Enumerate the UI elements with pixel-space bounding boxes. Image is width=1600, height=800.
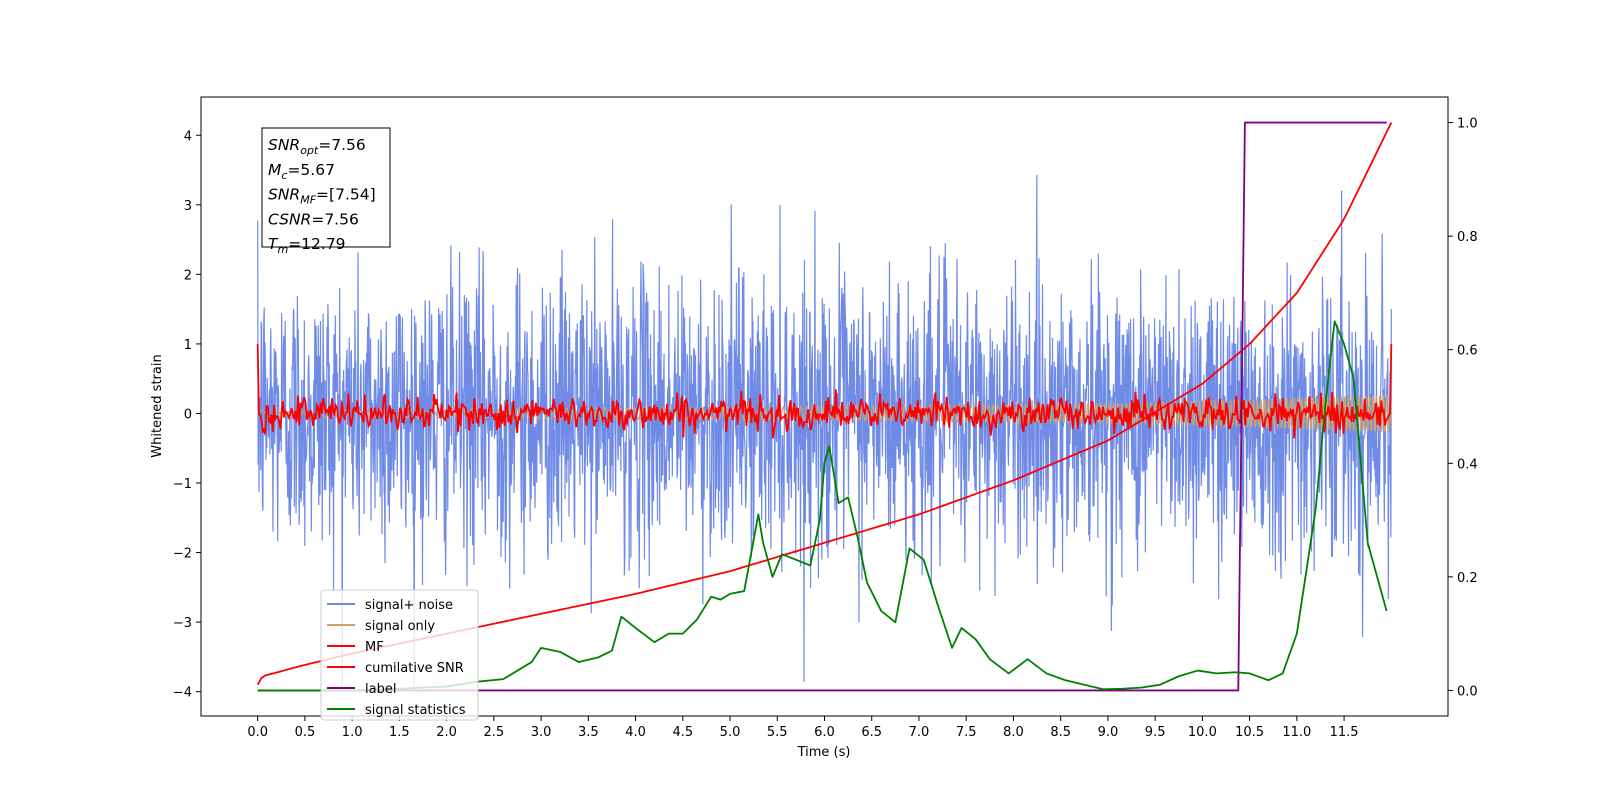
x-tick-label: 3.0 <box>531 725 552 740</box>
x-tick-label: 1.0 <box>342 725 363 740</box>
x-tick-label: 4.5 <box>672 725 693 740</box>
legend-frame <box>320 589 479 721</box>
y-tick-label: 2 <box>184 268 192 283</box>
y2-tick-label: 0.4 <box>1457 457 1478 472</box>
x-tick-label: 0.0 <box>247 725 268 740</box>
y-tick-label: −3 <box>173 616 192 631</box>
x-tick-label: 2.5 <box>484 725 505 740</box>
x-tick-label: 6.5 <box>861 725 882 740</box>
legend-label: label <box>365 682 396 697</box>
x-tick-label: 8.0 <box>1003 725 1024 740</box>
y2-tick-label: 0.2 <box>1457 571 1478 586</box>
x-tick-label: 5.0 <box>720 725 741 740</box>
y-tick-label: 4 <box>184 129 192 144</box>
series-label <box>257 121 1387 692</box>
x-tick-label: 10.0 <box>1188 725 1217 740</box>
x-tick-label: 8.5 <box>1050 725 1071 740</box>
x-tick-label: 11.5 <box>1330 725 1359 740</box>
y-tick-label: 0 <box>184 407 192 422</box>
x-tick-label: 3.5 <box>578 725 599 740</box>
x-tick-label: 9.5 <box>1145 725 1166 740</box>
x-tick-label: 7.0 <box>909 725 930 740</box>
annotation-line: Mc=5.67 <box>268 161 335 182</box>
legend[interactable]: signal+ noise signal only MF cumilative SNR… <box>320 589 479 721</box>
y-axis-label: Whitened strain <box>150 354 165 457</box>
y-axis-ticks: −4 −3 −2 −1 0 1 2 3 4 <box>173 129 201 701</box>
annotation-frame <box>261 127 391 248</box>
y-tick-label: 3 <box>184 199 192 214</box>
legend-label: signal statistics <box>365 703 466 718</box>
annotation-line: CSNR=7.56 <box>268 210 359 228</box>
series-mf <box>256 343 1393 439</box>
legend-label: signal only <box>365 619 435 634</box>
x-tick-label: 7.5 <box>956 725 977 740</box>
annotation-line: SNRopt=7.56 <box>268 136 366 157</box>
x-tick-label: 0.5 <box>295 725 316 740</box>
x-tick-label: 11.0 <box>1282 725 1311 740</box>
x-tick-label: 10.5 <box>1235 725 1264 740</box>
x-axis-ticks: 0.0 0.5 1.0 1.5 2.0 2.5 3.0 3.5 4.0 4.5 5.0 5.5 6.0 6… <box>247 716 1359 740</box>
x-tick-label: 6.0 <box>814 725 835 740</box>
x-tick-label: 2.0 <box>436 725 457 740</box>
legend-label: cumilative SNR <box>365 661 464 676</box>
series-signal-statistics <box>257 320 1388 692</box>
y-tick-label: −2 <box>173 547 192 562</box>
y-tick-label: 1 <box>184 338 192 353</box>
annotation-line: Tm=12.79 <box>268 235 346 256</box>
legend-label: MF <box>365 640 384 655</box>
x-tick-label: 9.0 <box>1098 725 1119 740</box>
x-axis-label: Time (s) <box>797 745 851 760</box>
y-tick-label: −4 <box>173 686 192 701</box>
y2-tick-label: 1.0 <box>1457 117 1478 132</box>
x-tick-label: 4.0 <box>625 725 646 740</box>
y-tick-label: −1 <box>173 477 192 492</box>
y2-tick-label: 0.0 <box>1457 684 1478 699</box>
annotation-box: SNRopt=7.56 Mc=5.67 SNRMF=[7.54] CSNR=7.56 T… <box>261 127 391 256</box>
x-tick-label: 1.5 <box>389 725 410 740</box>
legend-label: signal+ noise <box>365 598 453 613</box>
y2-tick-label: 0.8 <box>1457 230 1478 245</box>
y2-tick-label: 0.6 <box>1457 344 1478 359</box>
x-tick-label: 5.5 <box>767 725 788 740</box>
annotation-line: SNRMF=[7.54] <box>268 186 376 207</box>
y2-axis-ticks: 0.0 0.2 0.4 0.6 0.8 1.0 <box>1448 117 1478 699</box>
